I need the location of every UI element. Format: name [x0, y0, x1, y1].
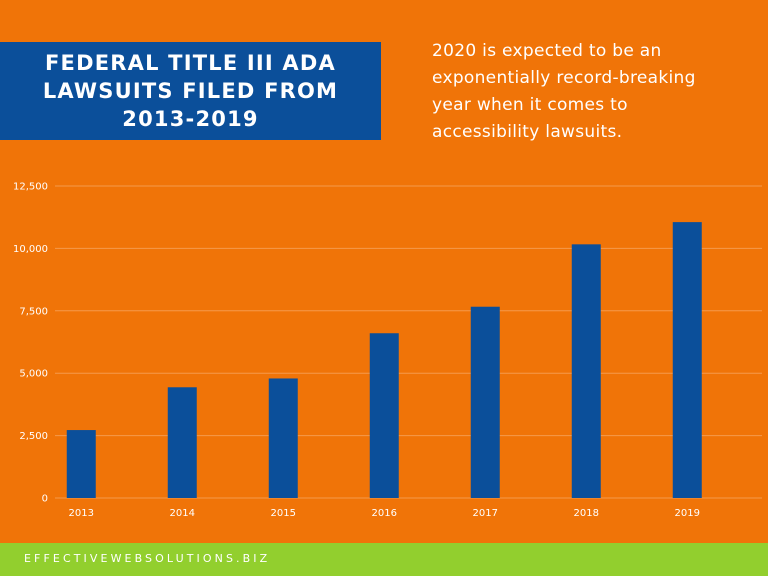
y-tick-label: 10,000 [13, 244, 48, 255]
footer-website: EFFECTIVEWEBSOLUTIONS.BIZ [24, 552, 271, 565]
x-tick-label: 2017 [473, 508, 498, 519]
footer-bar: EFFECTIVEWEBSOLUTIONS.BIZ [0, 543, 768, 576]
x-tick-label: 2015 [271, 508, 296, 519]
chart-title-line-1: FEDERAL TITLE III ADA [45, 51, 336, 75]
subtitle: 2020 is expected to be an exponentially … [432, 38, 762, 146]
x-tick-label: 2013 [69, 508, 94, 519]
bar [66, 430, 96, 498]
chart-title-line-3: 2013-2019 [122, 107, 259, 131]
x-tick-label: 2014 [170, 508, 195, 519]
chart-title-line-2: LAWSUITS FILED FROM [42, 79, 339, 103]
subtitle-line-2: exponentially record-breaking [432, 68, 696, 88]
y-tick-label: 12,500 [13, 182, 48, 193]
subtitle-line-3: year when it comes to [432, 95, 628, 115]
y-tick-label: 5,000 [19, 369, 48, 380]
bar [672, 222, 702, 498]
bar [571, 244, 601, 498]
x-tick-label: 2019 [675, 508, 700, 519]
x-tick-label: 2016 [372, 508, 397, 519]
bar [268, 378, 298, 498]
bar-chart: 0 2,500 5,000 7,500 10,000 12,500 2013 2014 2015… [13, 182, 762, 519]
bar [470, 306, 500, 498]
y-tick-label: 7,500 [19, 306, 48, 317]
bar [167, 387, 197, 498]
y-tick-label: 0 [42, 494, 48, 505]
subtitle-line-4: accessibility lawsuits. [432, 122, 623, 142]
title-box: FEDERAL TITLE III ADA LAWSUITS FILED FRO… [0, 42, 381, 140]
subtitle-line-1: 2020 is expected to be an [432, 41, 662, 61]
y-tick-label: 2,500 [19, 431, 48, 442]
bar [369, 333, 399, 498]
x-tick-label: 2018 [574, 508, 599, 519]
